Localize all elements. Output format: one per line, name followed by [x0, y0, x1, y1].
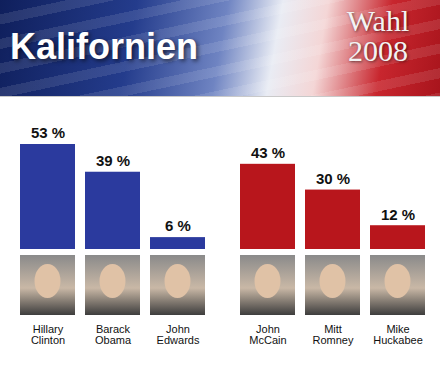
- svg-text:53 %: 53 %: [31, 124, 65, 141]
- svg-text:HillaryClinton: HillaryClinton: [31, 323, 65, 346]
- svg-text:12 %: 12 %: [381, 206, 415, 223]
- svg-text:30 %: 30 %: [316, 170, 350, 187]
- html-text:Wahl 2008: Wahl 2008: [346, 4, 410, 67]
- svg-text:JohnEdwards: JohnEdwards: [157, 323, 200, 346]
- svg-text:39 %: 39 %: [96, 152, 130, 169]
- svg-text:43 %: 43 %: [251, 144, 285, 161]
- html-text:Kalifornien: Kalifornien: [10, 26, 198, 67]
- svg-text:JohnMcCain: JohnMcCain: [249, 323, 286, 346]
- svg-text:MikeHuckabee: MikeHuckabee: [373, 323, 423, 346]
- svg-text:MittRomney: MittRomney: [313, 323, 354, 346]
- svg-text:6 %: 6 %: [165, 217, 191, 234]
- svg-text:BarackObama: BarackObama: [95, 323, 132, 346]
